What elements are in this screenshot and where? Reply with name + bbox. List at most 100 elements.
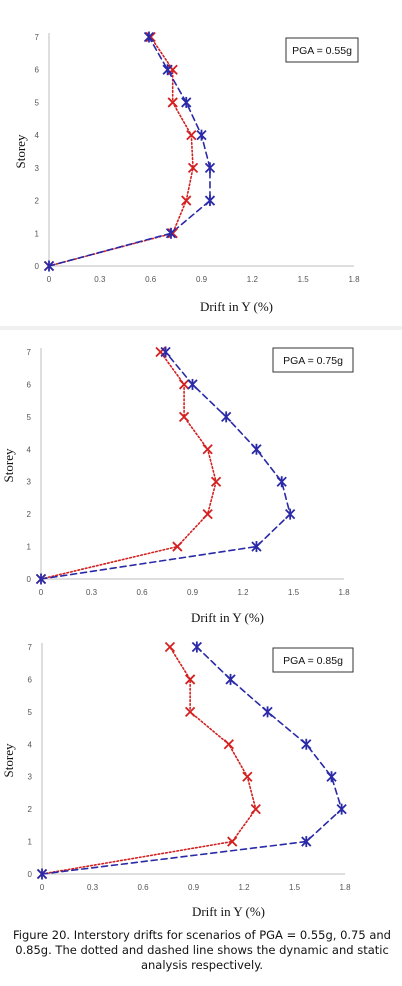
x-tick-label: 0.3 — [86, 588, 98, 597]
static-point-marker — [262, 706, 273, 718]
x-tick-label: 0.6 — [136, 588, 148, 597]
static-point-marker — [251, 541, 262, 553]
y-tick-label: 0 — [27, 575, 32, 584]
static-point-marker — [301, 836, 312, 848]
x-tick-label: 1.8 — [339, 883, 351, 892]
x-tick-label: 1.8 — [338, 588, 350, 597]
y-tick-label: 7 — [28, 643, 33, 652]
dynamic-point-marker — [186, 130, 197, 141]
dynamic-analysis-line — [41, 646, 257, 875]
x-tick-label: 1.5 — [298, 275, 310, 284]
static-point-marker — [251, 443, 262, 455]
y-tick-label: 4 — [35, 131, 40, 140]
static-point-marker — [191, 641, 203, 653]
static-point-marker — [301, 738, 312, 750]
dynamic-point-marker — [167, 228, 178, 239]
static-point-marker — [143, 31, 155, 43]
chart-svg-pga-085: 0 0.3 0.6 0.9 1.2 1.5 1.8 0 1 2 3 4 5 6 7 Drift in Y (%… — [1, 641, 354, 919]
y-tick-label: 0 — [35, 262, 40, 271]
y-tick-label: 2 — [27, 510, 32, 519]
y-tick-label: 7 — [27, 348, 32, 357]
dynamic-point-marker — [210, 476, 222, 487]
y-tick-label: 2 — [28, 805, 33, 814]
dynamic-analysis-line — [40, 351, 217, 580]
y-tick-label: 6 — [27, 380, 32, 389]
pga-annotation-text: PGA = 0.85g — [283, 655, 343, 667]
dynamic-point-marker — [250, 804, 261, 815]
y-tick-label: 2 — [35, 197, 40, 206]
static-point-marker — [36, 868, 48, 880]
y-tick-label: 4 — [28, 740, 33, 749]
y-tick-label: 5 — [28, 708, 33, 717]
static-point-marker — [35, 573, 47, 585]
y-tick-label: 6 — [28, 675, 33, 684]
static-point-marker — [326, 771, 337, 783]
dynamic-point-marker — [178, 379, 190, 390]
y-tick-label: 4 — [27, 445, 32, 454]
chart-panel-pga-075: 0 0.3 0.6 0.9 1.2 1.5 1.8 0 1 2 3 4 5 6 7 Drift in Y (%… — [0, 330, 402, 630]
x-tick-label: 0 — [40, 883, 45, 892]
dynamic-point-marker — [181, 195, 192, 206]
x-tick-label: 0.9 — [187, 588, 199, 597]
x-tick-label: 1.8 — [348, 275, 360, 284]
x-axis-title: Drift in Y (%) — [191, 610, 264, 625]
dynamic-point-marker — [202, 444, 213, 455]
pga-annotation-box — [272, 647, 354, 673]
chart-svg-pga-075: 0 0.3 0.6 0.9 1.2 1.5 1.8 0 1 2 3 4 5 6 7 Drift in Y (%… — [1, 346, 354, 625]
static-point-marker — [43, 260, 55, 272]
y-tick-label: 3 — [35, 164, 40, 173]
static-point-marker — [221, 411, 232, 423]
static-point-marker — [225, 673, 236, 685]
x-tick-label: 0.3 — [87, 883, 99, 892]
static-point-marker — [284, 508, 296, 520]
y-tick-label: 0 — [28, 870, 33, 879]
dynamic-analysis-line — [48, 36, 194, 267]
y-tick-label: 5 — [35, 98, 40, 107]
y-tick-label: 1 — [28, 838, 33, 847]
dynamic-point-marker — [178, 411, 190, 422]
y-tick-label: 7 — [35, 33, 40, 42]
dynamic-point-marker — [223, 739, 234, 750]
static-point-marker — [204, 195, 216, 207]
y-tick-label: 6 — [35, 66, 40, 75]
chart-panel-pga-085: 0 0.3 0.6 0.9 1.2 1.5 1.8 0 1 2 3 4 5 6 7 Drift in Y (%… — [0, 630, 402, 924]
dynamic-point-marker — [242, 771, 253, 782]
x-tick-label: 0.9 — [188, 883, 200, 892]
x-axis-title: Drift in Y (%) — [200, 299, 273, 314]
static-point-marker — [336, 803, 347, 815]
x-tick-label: 0.6 — [137, 883, 149, 892]
static-point-marker — [165, 227, 177, 239]
y-tick-label: 5 — [27, 413, 32, 422]
pga-annotation-box — [285, 37, 359, 63]
dynamic-point-marker — [227, 836, 238, 847]
chart-svg-pga-055: 0 0.3 0.6 0.9 1.2 1.5 1.8 0 1 2 3 4 5 6 7 Drift in Y (%… — [13, 31, 360, 314]
dynamic-point-marker — [184, 706, 196, 717]
x-tick-label: 0.9 — [196, 275, 208, 284]
chart-panel-pga-055: 0 0.3 0.6 0.9 1.2 1.5 1.8 0 1 2 3 4 5 6 7 Drift in Y (%… — [0, 0, 402, 326]
x-tick-label: 1.5 — [288, 588, 300, 597]
static-point-marker — [160, 346, 171, 358]
static-analysis-line — [40, 351, 292, 580]
x-tick-label: 1.5 — [289, 883, 301, 892]
figure-caption: Figure 20. Interstory drifts for scenari… — [13, 928, 391, 972]
x-tick-label: 0.3 — [94, 275, 106, 284]
dynamic-point-marker — [164, 641, 176, 653]
static-point-marker — [162, 64, 173, 76]
pga-annotation-box — [272, 347, 354, 373]
y-tick-label: 1 — [27, 543, 32, 552]
x-axis-title: Drift in Y (%) — [192, 904, 265, 919]
y-tick-label: 1 — [35, 229, 40, 238]
x-tick-label: 1.2 — [238, 883, 250, 892]
static-point-marker — [187, 378, 198, 390]
pga-annotation-text: PGA = 0.75g — [283, 355, 343, 367]
x-tick-label: 0.6 — [145, 275, 157, 284]
panel-separator — [0, 326, 402, 330]
dynamic-point-marker — [167, 97, 178, 108]
dynamic-point-marker — [187, 162, 199, 173]
x-tick-label: 0 — [39, 588, 44, 597]
static-point-marker — [181, 96, 192, 108]
static-analysis-line — [41, 646, 343, 875]
dynamic-point-marker — [145, 31, 156, 43]
static-point-marker — [204, 162, 216, 174]
